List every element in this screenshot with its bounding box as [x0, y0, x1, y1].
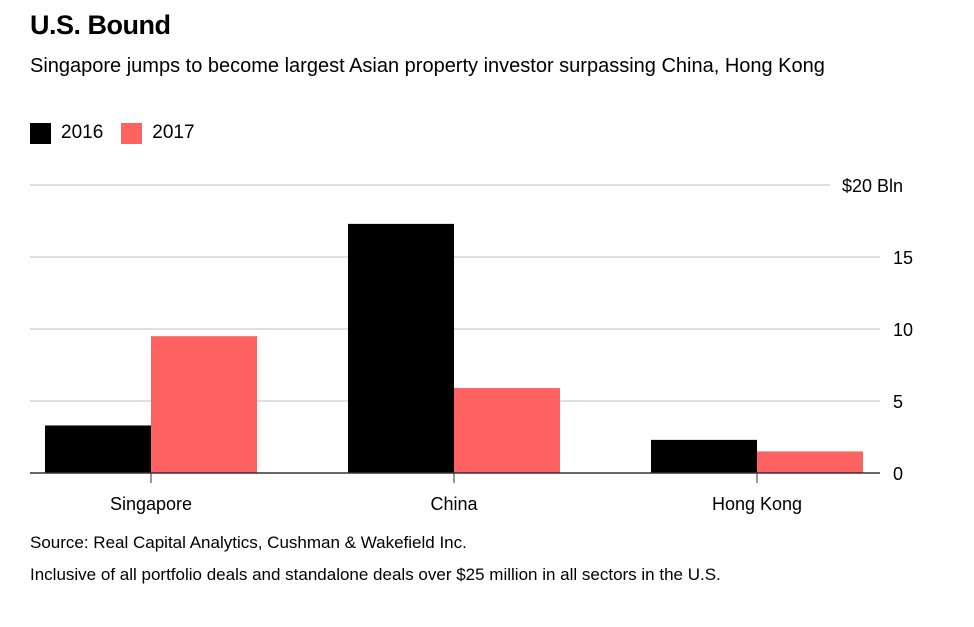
bar-2017-hong-kong — [757, 451, 863, 473]
bar-2016-singapore — [45, 425, 151, 473]
chart-title: U.S. Bound — [30, 10, 171, 40]
bar-2017-singapore — [151, 336, 257, 473]
y-tick-label: $20 Bln — [842, 176, 903, 196]
source-note: Source: Real Capital Analytics, Cushman … — [30, 533, 467, 552]
y-tick-label: 10 — [893, 320, 913, 340]
legend-label: 2016 — [61, 122, 104, 143]
legend-item-2016: 2016 — [30, 122, 103, 144]
x-tick-label: Singapore — [110, 494, 192, 514]
footnote: Inclusive of all portfolio deals and sta… — [30, 565, 721, 584]
x-tick-label: Hong Kong — [712, 494, 802, 514]
legend-swatch — [30, 122, 51, 144]
y-tick-label: 0 — [893, 464, 903, 484]
bar-2016-hong-kong — [651, 439, 757, 473]
chart-subtitle: Singapore jumps to become largest Asian … — [30, 55, 825, 77]
y-tick-label: 15 — [893, 248, 913, 268]
legend-label: 2017 — [152, 122, 195, 143]
legend-swatch — [121, 122, 143, 144]
bar-2016-china — [348, 223, 454, 473]
legend-item-2017: 2017 — [121, 122, 195, 144]
y-tick-label: 5 — [893, 392, 903, 412]
bar-2017-china — [454, 388, 560, 473]
x-tick-label: China — [430, 494, 478, 514]
legend: 2016 2017 — [30, 122, 195, 144]
